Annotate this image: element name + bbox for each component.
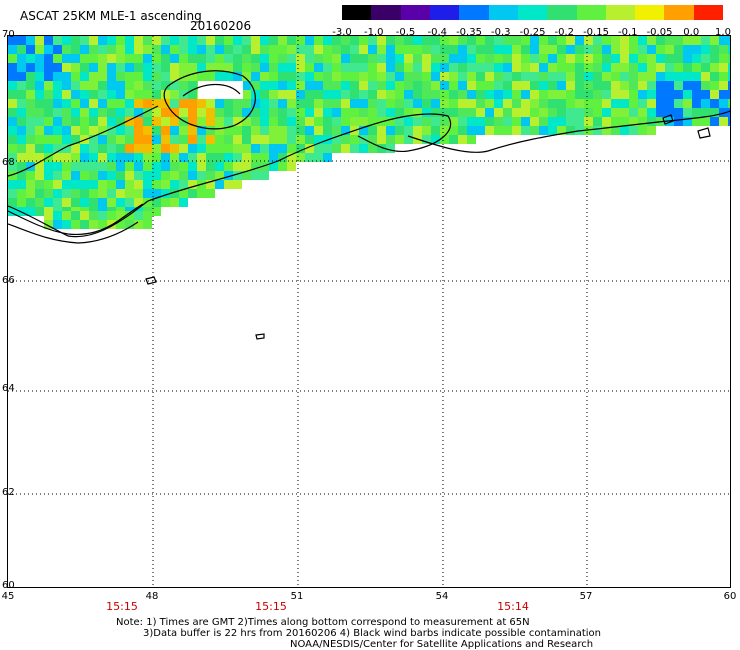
colorbar-tick-label: -0.25 bbox=[519, 27, 546, 38]
kanin-peninsula bbox=[163, 70, 256, 130]
colorbar-tick-label: 1.0 bbox=[715, 27, 731, 38]
island-1 bbox=[145, 276, 157, 285]
note-line-3: NOAA/NESDIS/Center for Satellite Applica… bbox=[290, 639, 594, 650]
time-label-3: 15:14 bbox=[497, 600, 529, 613]
colorbar-tick-label: -0.1 bbox=[617, 27, 638, 38]
bay-lower bbox=[7, 221, 139, 244]
island-2 bbox=[255, 333, 265, 340]
lat-label-66: 66 bbox=[2, 275, 15, 286]
colorbar-tick-label: -0.3 bbox=[490, 27, 511, 38]
gridlines bbox=[8, 36, 730, 587]
colorbar-segment bbox=[635, 5, 665, 20]
colorbar-segment bbox=[576, 5, 606, 20]
white-sea bbox=[7, 203, 144, 236]
island-4 bbox=[697, 127, 711, 139]
peninsula-inner bbox=[182, 83, 241, 97]
lon-label-48: 48 bbox=[145, 591, 159, 602]
colorbar-segment bbox=[459, 5, 489, 20]
lon-label-57: 57 bbox=[579, 591, 593, 602]
colorbar-segment bbox=[605, 5, 636, 20]
colorbar-tick-label: -0.05 bbox=[646, 27, 673, 38]
colorbar-segment bbox=[488, 5, 518, 20]
coastline-west bbox=[7, 105, 159, 177]
colorbar-tick-label: -0.5 bbox=[395, 27, 416, 38]
colorbar-tick-label: -0.4 bbox=[427, 27, 448, 38]
island-3 bbox=[662, 114, 674, 125]
data-swath bbox=[8, 36, 737, 229]
coastline-east bbox=[407, 110, 731, 153]
colorbar-tick-label: 0.0 bbox=[683, 27, 700, 38]
map-area bbox=[7, 35, 737, 588]
map-svg bbox=[7, 36, 737, 587]
colorbar-segment bbox=[400, 5, 430, 20]
colorbar-tick-label: -0.15 bbox=[583, 27, 609, 38]
colorbar-segment bbox=[342, 5, 372, 20]
note-line-2: 3)Data buffer is 22 hrs from 20160206 4)… bbox=[143, 628, 601, 639]
lat-label-60: 60 bbox=[2, 580, 15, 591]
colorbar bbox=[342, 5, 724, 20]
colorbar-tick-label: -0.2 bbox=[554, 27, 575, 38]
lat-label-62: 62 bbox=[2, 487, 15, 498]
map-date: 20160206 bbox=[190, 19, 252, 33]
colorbar-tick-label: -0.35 bbox=[456, 27, 482, 38]
coastline bbox=[7, 70, 731, 340]
lat-label-70: 70 bbox=[2, 29, 15, 40]
lon-label-60: 60 bbox=[723, 591, 737, 602]
note-line-1: Note: 1) Times are GMT 2)Times along bot… bbox=[116, 617, 530, 628]
lon-label-54: 54 bbox=[435, 591, 449, 602]
time-label-1: 15:15 bbox=[106, 600, 138, 613]
colorbar-tick-label: -1.0 bbox=[363, 27, 384, 38]
colorbar-segment bbox=[517, 5, 548, 20]
colorbar-segment bbox=[693, 5, 724, 20]
colorbar-tick-label: -3.0 bbox=[332, 27, 352, 38]
lat-label-68: 68 bbox=[2, 157, 15, 168]
lon-label-45: 45 bbox=[1, 591, 15, 602]
lon-label-51: 51 bbox=[290, 591, 304, 602]
colorbar-segment bbox=[664, 5, 694, 20]
lat-label-64: 64 bbox=[2, 383, 15, 394]
colorbar-segment bbox=[547, 5, 577, 20]
colorbar-segment bbox=[371, 5, 401, 20]
map-title: ASCAT 25KM MLE-1 ascending bbox=[20, 9, 202, 23]
colorbar-segment bbox=[429, 5, 460, 20]
time-label-2: 15:15 bbox=[255, 600, 287, 613]
